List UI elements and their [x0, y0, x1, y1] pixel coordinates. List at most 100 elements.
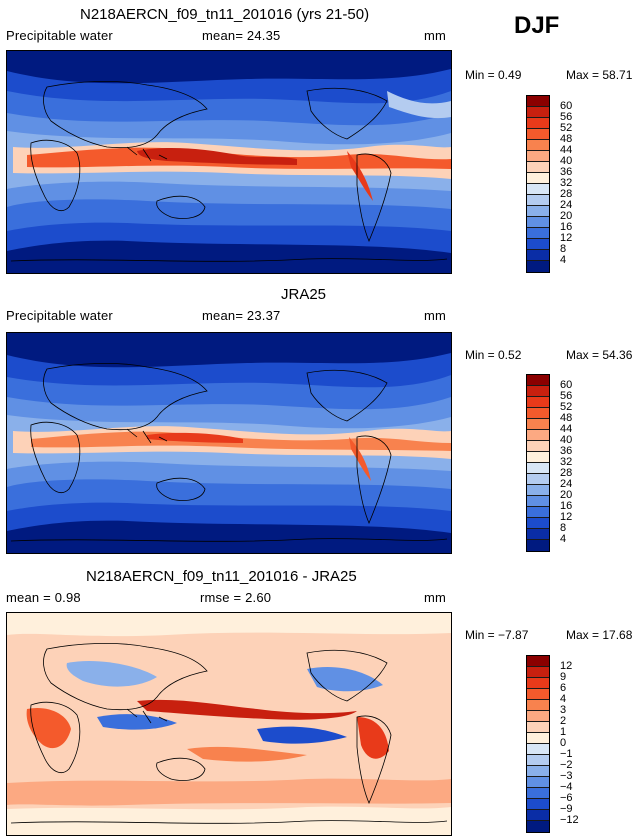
- colorbar-swatch: [527, 375, 549, 386]
- panel2-title: JRA25: [281, 286, 327, 303]
- colorbar-tick-label: 40: [560, 154, 573, 167]
- colorbar-tick-label: −4: [560, 780, 573, 793]
- colorbar-tick-label: 36: [560, 165, 573, 178]
- colorbar-tick-label: 28: [560, 187, 573, 200]
- colorbar-swatch: [527, 474, 549, 485]
- panel1-map: [6, 50, 452, 274]
- colorbar-tick-label: 16: [560, 220, 573, 233]
- colorbar-tick-label: 56: [560, 389, 573, 402]
- panel2-mean: mean= 23.37: [202, 308, 281, 323]
- colorbar-swatch: [527, 397, 549, 408]
- panel2-variable-label: Precipitable water: [6, 308, 113, 323]
- colorbar-tick-label: 48: [560, 411, 573, 424]
- colorbar-swatch: [527, 821, 549, 832]
- colorbar-tick-label: 28: [560, 466, 573, 479]
- colorbar-tick-label: −12: [560, 813, 579, 826]
- panel1-variable-label: Precipitable water: [6, 28, 113, 43]
- colorbar-swatch: [527, 195, 549, 206]
- colorbar-swatch: [527, 408, 549, 419]
- panel2-max: Max = 54.36: [566, 348, 633, 362]
- colorbar-tick-label: −6: [560, 791, 573, 804]
- colorbar-tick-label: 44: [560, 143, 573, 156]
- colorbar-tick-label: 1: [560, 725, 567, 738]
- panel1-title: N218AERCN_f09_tn11_201016 (yrs 21-50): [80, 6, 370, 23]
- colorbar-tick-label: 32: [560, 455, 573, 468]
- panel3-map: [6, 612, 452, 836]
- colorbar-tick-label: 4: [560, 532, 567, 545]
- colorbar-swatch: [527, 140, 549, 151]
- colorbar-swatch: [527, 496, 549, 507]
- colorbar-tick-label: 6: [560, 681, 567, 694]
- colorbar-swatch: [527, 777, 549, 788]
- panel1-min: Min = 0.49: [465, 68, 522, 82]
- panel3-min: Min = −7.87: [465, 628, 529, 642]
- colorbar-swatch: [527, 419, 549, 430]
- panel3-mean: mean = 0.98: [6, 590, 81, 605]
- colorbar-swatch: [527, 788, 549, 799]
- colorbar-swatch: [527, 540, 549, 551]
- colorbar-swatch: [527, 430, 549, 441]
- colorbar-swatch: [527, 722, 549, 733]
- colorbar-tick-label: 4: [560, 253, 567, 266]
- colorbar-tick-label: 32: [560, 176, 573, 189]
- colorbar-tick-label: 0: [560, 736, 567, 749]
- colorbar-tick-label: 2: [560, 714, 567, 727]
- colorbar-swatch: [527, 151, 549, 162]
- colorbar-swatch: [527, 507, 549, 518]
- season-label: DJF: [514, 12, 560, 39]
- colorbar-swatch: [527, 107, 549, 118]
- colorbar-tick-label: 20: [560, 488, 573, 501]
- colorbar-swatch: [527, 485, 549, 496]
- colorbar-tick-label: 52: [560, 121, 573, 134]
- colorbar-swatch: [527, 452, 549, 463]
- colorbar-tick-label: −9: [560, 802, 573, 815]
- colorbar-swatch: [527, 733, 549, 744]
- colorbar-swatch: [527, 96, 549, 107]
- colorbar-swatch: [527, 162, 549, 173]
- colorbar-tick-label: −3: [560, 769, 573, 782]
- colorbar-tick-label: 12: [560, 510, 573, 523]
- panel1-max: Max = 58.71: [566, 68, 633, 82]
- colorbar-swatch: [527, 228, 549, 239]
- panel2-min: Min = 0.52: [465, 348, 522, 362]
- colorbar-tick-label: 16: [560, 499, 573, 512]
- colorbar-tick-label: 60: [560, 99, 573, 112]
- colorbar-swatch: [527, 173, 549, 184]
- panel1-units: mm: [424, 28, 447, 43]
- colorbar-tick-label: −1: [560, 747, 573, 760]
- colorbar-tick-label: 9: [560, 670, 567, 683]
- panel3-max: Max = 17.68: [566, 628, 633, 642]
- colorbar-swatch: [527, 118, 549, 129]
- colorbar-swatch: [527, 250, 549, 261]
- colorbar-swatch: [527, 755, 549, 766]
- colorbar-swatch: [527, 678, 549, 689]
- colorbar-swatch: [527, 239, 549, 250]
- panel3-rmse: rmse = 2.60: [200, 590, 272, 605]
- colorbar-swatch: [527, 744, 549, 755]
- colorbar-swatch: [527, 799, 549, 810]
- colorbar-tick-label: 3: [560, 703, 567, 716]
- panel2-units: mm: [424, 308, 447, 323]
- colorbar-tick-label: 40: [560, 433, 573, 446]
- colorbar-tick-label: 24: [560, 198, 573, 211]
- colorbar-tick-label: 60: [560, 378, 573, 391]
- colorbar-swatch: [527, 206, 549, 217]
- panel1-mean: mean= 24.35: [202, 28, 281, 43]
- panel3-title: N218AERCN_f09_tn11_201016 - JRA25: [86, 568, 357, 585]
- colorbar-swatch: [527, 810, 549, 821]
- colorbar-tick-label: 8: [560, 521, 567, 534]
- colorbar-tick-label: 52: [560, 400, 573, 413]
- colorbar-tick-label: 12: [560, 231, 573, 244]
- colorbar-swatch: [527, 689, 549, 700]
- colorbar-swatch: [527, 711, 549, 722]
- colorbar-tick-label: 24: [560, 477, 573, 490]
- colorbar-swatch: [527, 667, 549, 678]
- colorbar-swatch: [527, 463, 549, 474]
- panel1-colorbar: [526, 95, 550, 273]
- colorbar-swatch: [527, 217, 549, 228]
- panel3-colorbar: [526, 655, 550, 833]
- colorbar-tick-label: −2: [560, 758, 573, 771]
- panel2-field-svg: [7, 333, 451, 553]
- colorbar-swatch: [527, 656, 549, 667]
- colorbar-tick-label: 20: [560, 209, 573, 222]
